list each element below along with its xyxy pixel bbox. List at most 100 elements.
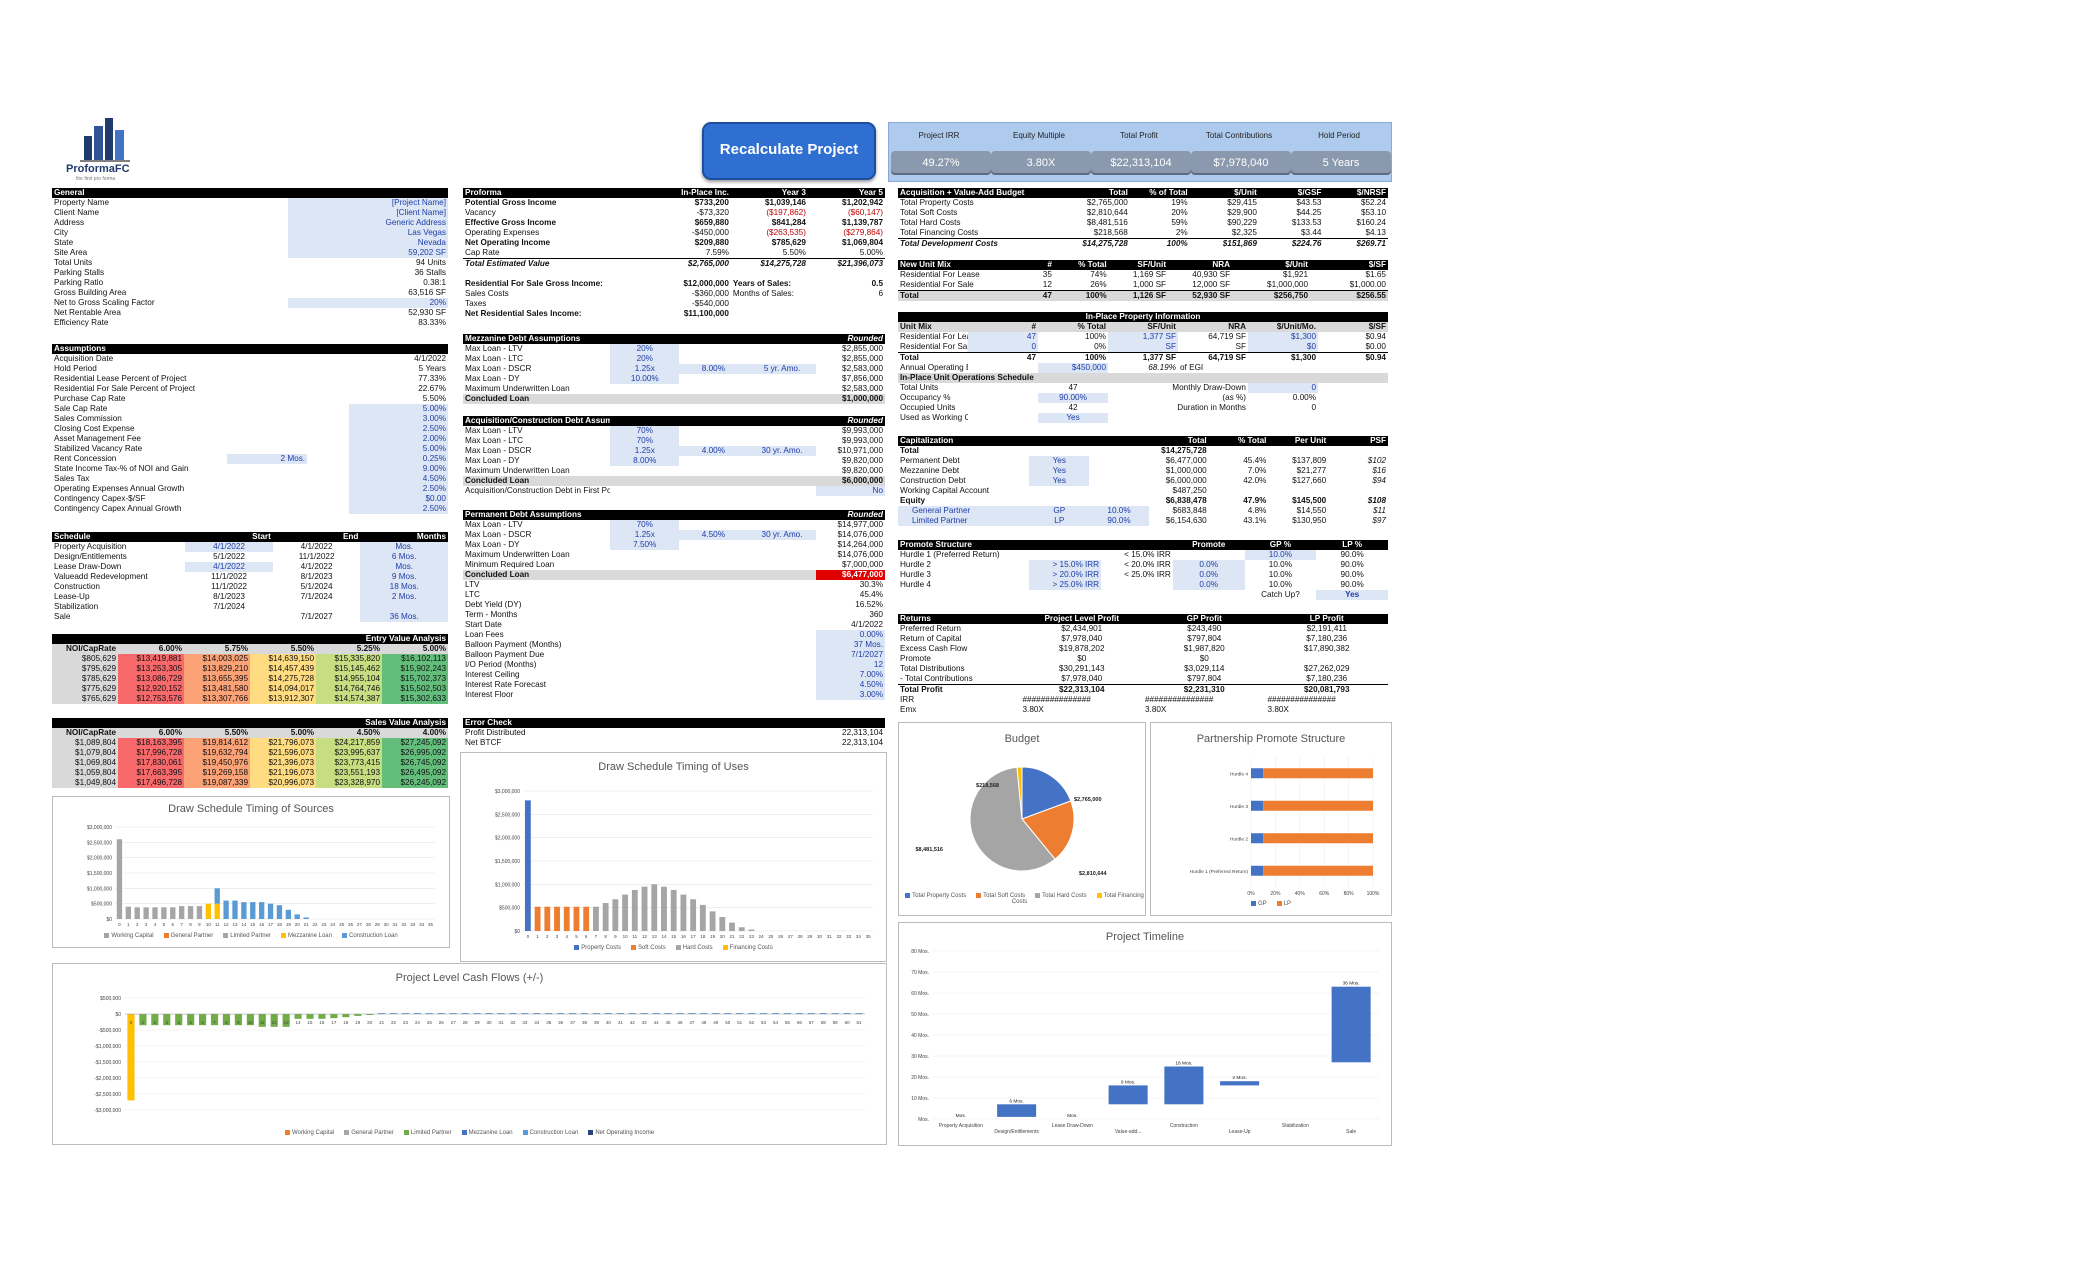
logo-buildings-icon xyxy=(80,118,130,162)
row-label: Net Residential Sales Income: xyxy=(465,309,582,318)
x-tick-label: 15 xyxy=(307,1020,313,1025)
column-header: NOI/CapRate xyxy=(52,644,118,654)
row-value: $2,765,000 xyxy=(1086,198,1128,207)
start-date xyxy=(185,612,273,622)
recalculate-project-button[interactable]: Recalculate Project xyxy=(702,122,876,180)
row-value xyxy=(1209,486,1269,496)
row-value: 59% xyxy=(1171,218,1188,227)
row-value: $0.94 xyxy=(1318,352,1388,363)
bar-soft-costs xyxy=(563,906,570,931)
table-row: Taxes -$540,000 xyxy=(463,299,885,309)
row-label: Total Units xyxy=(900,383,939,392)
input-1 xyxy=(610,650,679,660)
x-tick-label: 5 xyxy=(189,1020,192,1025)
y-tick-label: $1,500,000 xyxy=(87,871,112,877)
category-label: Hurdle 2 xyxy=(1230,836,1248,842)
row-label: Balloon Payment Due xyxy=(465,650,545,659)
input-2: 4.50% xyxy=(679,530,748,540)
row-value: 100% xyxy=(1129,238,1190,249)
row-label: Design/Entitlements xyxy=(54,552,127,561)
bar-hard-costs xyxy=(593,906,599,931)
input-2: 8.00% xyxy=(679,364,748,374)
table-row: Proforma In-Place Inc. Year 3 Year 5 xyxy=(463,188,885,198)
row-value: > 20.0% IRR xyxy=(1029,570,1102,580)
row-value: $797,804 xyxy=(1187,634,1222,643)
table-row: Max Loan - LTC 20% $2,855,000 xyxy=(463,354,885,364)
row-value xyxy=(1173,550,1245,560)
end-date: 11/1/2022 xyxy=(298,552,335,561)
row-label: LTV xyxy=(465,580,480,589)
row-value: 3.80X xyxy=(1145,705,1167,714)
row-label: Residential For Lease xyxy=(900,332,968,341)
input-3 xyxy=(748,670,817,680)
row-value: $2,583,000 xyxy=(842,384,883,393)
input-1: 70% xyxy=(610,436,680,446)
table-row: Residential Lease Percent of Project 77.3… xyxy=(52,374,448,384)
x-tick-label: 3 xyxy=(166,1020,169,1025)
header-cell: Total xyxy=(1060,188,1130,198)
cashflow-bar xyxy=(700,1013,708,1014)
row-value: 3.00% xyxy=(348,414,448,424)
heat-cell: $26,995,092 xyxy=(382,748,448,758)
row-value: $224.76 xyxy=(1258,238,1324,249)
row-value: $108 xyxy=(1367,496,1386,505)
row-value: $797,804 xyxy=(1187,674,1222,683)
x-tick-label: 29 xyxy=(807,934,813,939)
row-extra xyxy=(227,494,307,504)
heat-cell: $26,745,092 xyxy=(382,758,448,768)
timeline-bar xyxy=(1108,1085,1148,1105)
row-value xyxy=(1089,456,1149,466)
year-3: 5.50% xyxy=(782,248,806,257)
x-tick-label: 14 xyxy=(296,1020,302,1025)
cashflow-bar xyxy=(652,1013,660,1014)
table-row: NOI/CapRate 6.00% 5.50% 5.00% 4.50% 4.00% xyxy=(52,728,448,738)
y-tick-label: 40 Mos. xyxy=(911,1033,929,1039)
row-value: 10.0% xyxy=(1268,580,1293,589)
header-cell xyxy=(1029,436,1090,446)
x-tick-label: 15 xyxy=(250,922,256,927)
heat-cell: $765,629 xyxy=(52,694,118,704)
row-value: $1.65 xyxy=(1365,270,1387,279)
bar-limited-partner xyxy=(196,906,203,919)
cashflow-bar xyxy=(807,1013,815,1014)
cashflow-bar xyxy=(210,1014,219,1026)
kpi-bar: Project IRR 49.27% Equity Multiple 3.80X Tot… xyxy=(888,122,1392,182)
row-value: SF xyxy=(1108,342,1178,353)
months: 6 Mos. xyxy=(360,552,448,562)
table-row: Total Financing Costs $218,568 2% $2,325 $3.… xyxy=(898,228,1388,239)
row-value: < 15.0% IRR xyxy=(1124,550,1171,559)
row-label: Total Distributions xyxy=(900,664,965,673)
row-label: Rent Concession xyxy=(54,454,117,463)
y-tick-label: $0 xyxy=(106,917,112,923)
header-cell xyxy=(348,344,448,354)
header-cell: LP % xyxy=(1316,540,1388,550)
row-value: $1,000,000 xyxy=(1267,280,1309,289)
row-value: $256,750 xyxy=(1232,290,1311,301)
row-value: $7,978,040 xyxy=(1061,634,1103,643)
row-label: Residential For Lease xyxy=(900,270,980,279)
input-1 xyxy=(610,630,679,640)
spacer xyxy=(1318,403,1388,413)
row-value: 2.50% xyxy=(348,484,448,494)
heat-cell: $21,196,073 xyxy=(250,768,316,778)
table-row: City Las Vegas xyxy=(52,228,448,238)
x-tick-label: 13 xyxy=(232,922,238,927)
header-cell xyxy=(227,188,289,198)
row-value: $7,180,236 xyxy=(1306,634,1348,643)
table-row: Mezzanine Debt Yes $1,000,000 7.0% $21,277 $1… xyxy=(898,466,1388,476)
input-2 xyxy=(679,426,748,436)
bar-hard-costs xyxy=(680,894,687,931)
table-row: Mezzanine Debt Assumptions Rounded xyxy=(463,334,885,344)
x-tick-label: 24 xyxy=(415,1020,421,1025)
heat-cell: $15,502,503 xyxy=(382,684,448,694)
row-value: 12 xyxy=(1042,280,1052,289)
assumptions-table: Assumptions Acquisition Date 4/1/2022 Hold … xyxy=(52,344,448,514)
bar-hard-costs xyxy=(661,886,667,931)
y-tick-label: $3,000,000 xyxy=(495,789,520,795)
row-value: $2,583,000 xyxy=(842,364,883,373)
row-value: $30,291,143 xyxy=(1058,664,1105,673)
input-1 xyxy=(610,680,679,690)
row-label: Max Loan - LTC xyxy=(465,354,524,363)
x-tick-label: 20 xyxy=(367,1020,373,1025)
row-value: $1,921 xyxy=(1282,270,1309,279)
